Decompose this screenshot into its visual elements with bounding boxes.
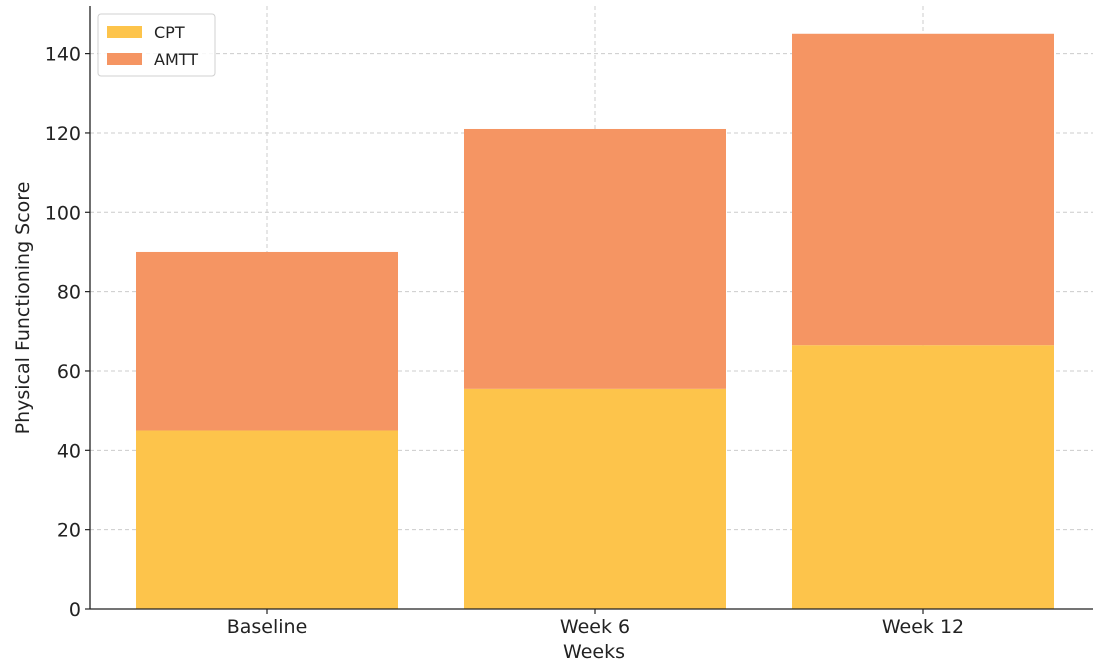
bar-amtt-2 <box>792 33 1054 346</box>
y-tick-label: 40 <box>57 440 81 462</box>
ticks-layer: 0 20 40 60 80 100 120 140 Baseline Week 6 Week 12 <box>45 44 964 638</box>
x-axis-label: Weeks <box>563 641 625 663</box>
x-tick-label: Baseline <box>227 616 308 638</box>
bar-cpt-0 <box>136 430 398 609</box>
y-tick-label: 100 <box>45 202 81 224</box>
legend-swatch-cpt <box>107 26 142 38</box>
x-tick-label: Week 6 <box>560 616 630 638</box>
x-tick-label: Week 12 <box>882 616 964 638</box>
y-tick-label: 20 <box>57 520 81 542</box>
y-tick-label: 60 <box>57 361 81 383</box>
axes-layer <box>89 6 1093 610</box>
bar-amtt-1 <box>464 128 726 389</box>
legend-label-amtt: AMTT <box>154 50 198 69</box>
legend-label-cpt: CPT <box>154 23 185 42</box>
y-axis-label: Physical Functioning Score <box>12 182 34 435</box>
legend: CPT AMTT <box>97 13 216 77</box>
bar-cpt-2 <box>792 345 1054 609</box>
bars-layer <box>136 33 1054 609</box>
y-tick-label: 0 <box>69 599 81 621</box>
legend-swatch-amtt <box>107 53 142 65</box>
y-tick-label: 120 <box>45 123 81 145</box>
bar-amtt-0 <box>136 251 398 431</box>
y-tick-label: 80 <box>57 282 81 304</box>
y-tick-label: 140 <box>45 44 81 66</box>
bar-cpt-1 <box>464 388 726 609</box>
